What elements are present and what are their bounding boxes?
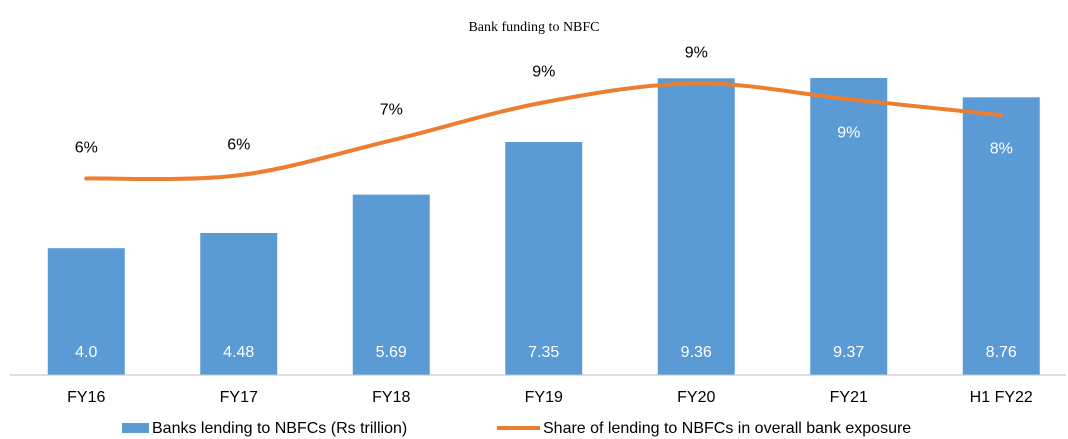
bar <box>657 78 735 376</box>
bar-value-label: 4.0 <box>75 344 97 361</box>
line-value-label: 9% <box>837 124 860 141</box>
x-tick-label: FY17 <box>220 389 258 406</box>
bar-value-label: 4.48 <box>223 344 254 361</box>
legend-swatch <box>122 423 149 433</box>
chart-title: Bank funding to NBFC <box>468 20 599 35</box>
x-tick-label: FY20 <box>677 389 715 406</box>
bar-value-label: 9.36 <box>681 344 712 361</box>
line-value-label: 6% <box>227 137 250 154</box>
bar <box>352 194 430 375</box>
x-tick-label: FY19 <box>525 389 563 406</box>
x-tick-label: H1 FY22 <box>970 389 1033 406</box>
line-value-label: 7% <box>380 102 403 119</box>
bar <box>505 142 583 375</box>
bar-value-label: 5.69 <box>376 344 407 361</box>
bar-value-label: 7.35 <box>528 344 559 361</box>
bar-value-label: 9.37 <box>833 344 864 361</box>
x-tick-label: FY18 <box>372 389 410 406</box>
bar-value-label: 8.76 <box>986 344 1017 361</box>
bar <box>47 248 125 375</box>
line-value-label: 6% <box>75 140 98 157</box>
line-value-label: 9% <box>532 64 555 81</box>
legend-label: Share of lending to NBFCs in overall ban… <box>543 420 911 437</box>
x-tick-label: FY21 <box>830 389 868 406</box>
bar <box>200 232 278 375</box>
bar <box>962 97 1040 376</box>
bar <box>810 77 888 375</box>
line <box>84 81 1004 182</box>
x-tick-label: FY16 <box>67 389 105 406</box>
legend-label: Banks lending to NBFCs (Rs trillion) <box>152 420 407 437</box>
line-value-label: 9% <box>685 45 708 62</box>
line-value-label: 8% <box>990 140 1013 157</box>
